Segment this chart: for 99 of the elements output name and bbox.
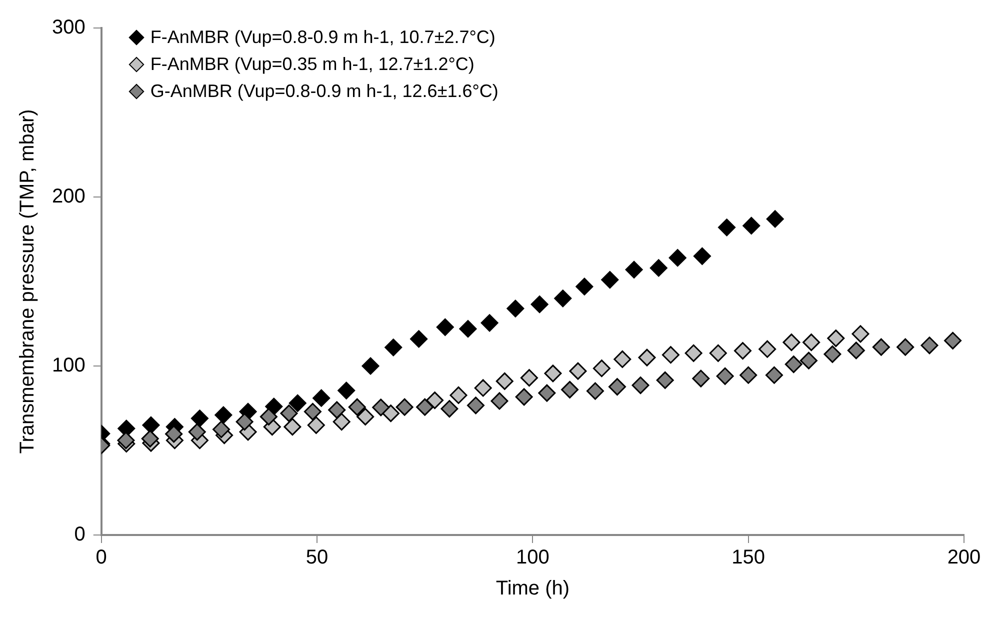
point bbox=[382, 404, 400, 422]
point bbox=[852, 325, 870, 343]
point bbox=[265, 398, 283, 416]
point bbox=[450, 386, 468, 404]
point bbox=[766, 210, 784, 228]
point bbox=[260, 408, 278, 426]
point bbox=[372, 398, 390, 416]
point bbox=[847, 342, 865, 360]
point bbox=[467, 396, 484, 414]
point bbox=[632, 376, 650, 394]
point bbox=[304, 402, 322, 420]
point bbox=[312, 389, 330, 407]
point bbox=[765, 366, 783, 384]
point bbox=[141, 430, 159, 448]
point bbox=[709, 344, 727, 362]
point bbox=[356, 408, 374, 426]
point bbox=[515, 388, 533, 406]
point bbox=[802, 334, 820, 352]
legend-label: G-AnMBR (Vup=0.8-0.9 m h-1, 12.6±1.6°C) bbox=[150, 80, 498, 103]
point bbox=[668, 249, 686, 267]
x-axis-title: Time (h) bbox=[496, 578, 570, 600]
point bbox=[716, 367, 734, 385]
point bbox=[214, 406, 232, 424]
point bbox=[328, 401, 346, 419]
point bbox=[348, 398, 366, 416]
point bbox=[824, 345, 842, 363]
y-axis-title: Transmembrane pressure (TMP, mbar) bbox=[16, 109, 39, 454]
point bbox=[758, 340, 776, 358]
point bbox=[592, 360, 610, 378]
point bbox=[362, 357, 380, 375]
point bbox=[474, 379, 492, 397]
point bbox=[384, 338, 402, 356]
point bbox=[586, 382, 604, 400]
point bbox=[530, 296, 548, 314]
point bbox=[742, 216, 760, 234]
point bbox=[662, 346, 680, 364]
x-tick-label: 50 bbox=[306, 546, 328, 569]
x-tick-label: 0 bbox=[96, 546, 107, 569]
point bbox=[734, 342, 752, 360]
point bbox=[410, 330, 428, 348]
point bbox=[561, 380, 579, 398]
point bbox=[608, 378, 626, 396]
point bbox=[284, 418, 302, 436]
point bbox=[212, 420, 230, 438]
point bbox=[782, 334, 800, 352]
point bbox=[896, 338, 914, 356]
point bbox=[426, 392, 444, 410]
x-tick-label: 100 bbox=[516, 546, 550, 569]
x-tick-label: 150 bbox=[732, 546, 766, 569]
legend-label: F-AnMBR (Vup=0.35 m h-1, 12.7±1.2°C) bbox=[150, 53, 474, 76]
point bbox=[188, 423, 206, 441]
y-tick-label: 100 bbox=[52, 354, 86, 377]
point bbox=[569, 362, 587, 380]
point bbox=[520, 369, 538, 387]
y-tick-label: 0 bbox=[74, 524, 86, 546]
point bbox=[459, 320, 477, 338]
point bbox=[416, 398, 434, 416]
x-tick-label: 200 bbox=[947, 546, 981, 569]
point bbox=[480, 314, 498, 332]
point bbox=[490, 392, 508, 410]
y-tick-label: 200 bbox=[52, 186, 86, 208]
point bbox=[601, 271, 619, 289]
point bbox=[436, 318, 454, 336]
point bbox=[506, 300, 524, 318]
point bbox=[625, 260, 643, 278]
point bbox=[538, 384, 556, 402]
point bbox=[827, 330, 845, 348]
point bbox=[190, 410, 208, 428]
point bbox=[684, 344, 702, 362]
point bbox=[872, 338, 890, 356]
legend-label: F-AnMBR (Vup=0.8-0.9 m h-1, 10.7±2.7°C) bbox=[150, 26, 496, 49]
point bbox=[544, 364, 562, 382]
point bbox=[638, 348, 656, 366]
point bbox=[117, 432, 135, 450]
point bbox=[800, 352, 818, 370]
point bbox=[692, 370, 710, 388]
y-tick-label: 300 bbox=[52, 16, 86, 39]
point bbox=[288, 394, 306, 412]
point bbox=[650, 259, 668, 277]
point bbox=[784, 356, 802, 374]
point bbox=[396, 398, 414, 416]
point bbox=[165, 425, 183, 443]
point bbox=[944, 332, 962, 350]
point bbox=[496, 372, 514, 390]
point bbox=[693, 247, 711, 265]
point bbox=[338, 382, 356, 400]
point bbox=[440, 400, 458, 418]
point bbox=[920, 336, 938, 354]
point bbox=[280, 404, 298, 422]
point bbox=[656, 371, 674, 389]
point bbox=[236, 413, 254, 431]
point bbox=[576, 278, 594, 296]
point bbox=[332, 413, 350, 431]
point bbox=[718, 218, 736, 236]
point bbox=[614, 350, 632, 368]
point bbox=[307, 416, 325, 434]
point bbox=[740, 366, 758, 384]
point bbox=[554, 290, 572, 308]
point bbox=[142, 416, 160, 434]
